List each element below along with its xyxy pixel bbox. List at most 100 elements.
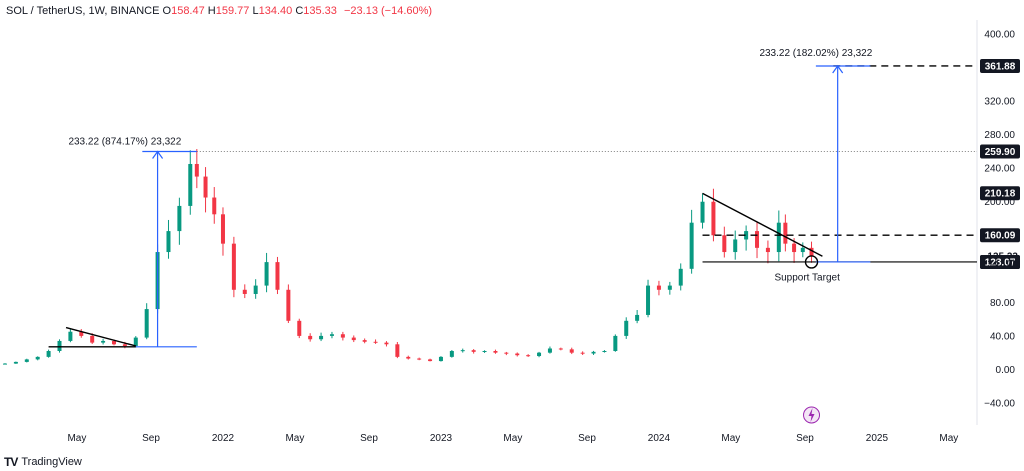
candle-body (765, 247, 770, 253)
x-tick-label: 2023 (430, 433, 453, 444)
candle-body (101, 340, 106, 343)
candle-body (580, 352, 585, 354)
candle-body (711, 201, 716, 236)
candle-body (166, 231, 171, 253)
candle-body (428, 359, 433, 362)
x-tick-label: 2022 (212, 433, 235, 444)
measure-arrowhead-2021 (152, 150, 164, 159)
x-tick-label: May (285, 433, 304, 444)
trendline-2021 (65, 326, 136, 347)
candle-body (373, 341, 378, 343)
candle-body (482, 351, 487, 353)
candle-body (792, 243, 797, 253)
y-tick-label: 240.00 (984, 164, 1015, 175)
x-tick-label: Sep (360, 433, 378, 444)
tradingview-brand: TradingView (21, 456, 82, 468)
y-tick-label: 80.00 (990, 298, 1015, 309)
trendline-2024 (702, 192, 823, 257)
candle-body (809, 247, 814, 257)
candle-body (646, 285, 651, 315)
candle-body (90, 335, 95, 343)
candle-body (362, 340, 367, 342)
price-label-bg (980, 144, 1020, 159)
price-label-text: 361.88 (985, 61, 1016, 72)
x-tick-label: 2024 (648, 433, 671, 444)
price-label-text: 128.07 (985, 258, 1016, 269)
candle-body (46, 351, 51, 357)
x-tick-label: May (721, 433, 740, 444)
price-label: 259.90 (980, 144, 1020, 159)
candle-body (591, 351, 596, 354)
candle-body (188, 163, 193, 206)
x-tick-label: Sep (142, 433, 160, 444)
y-tick-label: 200.00 (984, 197, 1015, 208)
candle-body (351, 337, 356, 341)
price-label-bg (980, 255, 1020, 270)
candle-body (406, 356, 411, 359)
candle-body (122, 344, 127, 346)
price-label-bg (980, 58, 1020, 73)
candle-body (203, 176, 208, 198)
candle-body (515, 353, 520, 356)
lightning-icon (803, 406, 821, 424)
candle-body (79, 331, 84, 336)
candle-body (242, 289, 247, 294)
candle-body (471, 350, 476, 352)
y-tick-label: 280.00 (984, 130, 1015, 141)
y-tick-label: 0.00 (996, 365, 1016, 376)
close-label: C (295, 5, 304, 17)
measure-arrowhead-2024 (832, 64, 844, 74)
candle-body (253, 285, 258, 294)
symbol-title: SOL / TetherUS, 1W, BINANCE (6, 5, 160, 17)
y-tick-label: 40.00 (990, 331, 1015, 342)
candle-body (744, 231, 749, 240)
candle-body (656, 285, 661, 290)
candle-body (689, 222, 694, 269)
x-tick-label: 2025 (866, 433, 889, 444)
candle-body (177, 205, 182, 232)
x-tick-label: Sep (578, 433, 596, 444)
candles-group (3, 149, 814, 365)
candle-body (547, 348, 552, 353)
candle-body (613, 335, 618, 352)
candle-body (3, 363, 7, 365)
annotation-label: 233.22 (182.02%) 23,322 (759, 48, 872, 59)
price-label-text: 259.90 (985, 147, 1016, 158)
open-label: O (162, 5, 172, 17)
price-label: 160.09 (980, 228, 1020, 243)
footer: TV TradingView (4, 455, 82, 469)
candle-body (783, 222, 788, 244)
candle-body (569, 349, 574, 353)
candle-body (449, 351, 454, 357)
candle-body (602, 351, 607, 353)
x-tick-label: Sep (796, 433, 814, 444)
lightning-bolt (808, 408, 815, 422)
y-tick-label: −40.00 (984, 399, 1015, 410)
candle-body (111, 340, 116, 345)
low-label: L (252, 5, 259, 17)
candle-body (297, 320, 302, 336)
price-label: 210.18 (980, 186, 1020, 201)
symbol-header: SOL / TetherUS, 1W, BINANCE O158.47 H159… (6, 5, 432, 17)
tradingview-logo-icon: TV (4, 455, 18, 469)
low-value: 134.40 (258, 5, 293, 17)
candle-body (68, 331, 73, 341)
candle-body (384, 342, 389, 345)
candle-body (275, 262, 280, 290)
candle-body (755, 231, 760, 248)
price-label: 128.07 (980, 255, 1020, 270)
annotation-label: 233.22 (874.17%) 23,322 (68, 137, 181, 148)
candle-body (212, 197, 217, 215)
open-value: 158.47 (171, 5, 205, 17)
x-tick-label: May (67, 433, 86, 444)
candle-body (13, 361, 18, 364)
candle-body (438, 356, 443, 362)
change-value: −23.13 (−14.60%) (343, 5, 433, 17)
candle-body (526, 355, 531, 357)
candle-body (35, 356, 40, 360)
candle-body (194, 163, 199, 177)
candle-body (231, 243, 236, 290)
candle-body (286, 289, 291, 321)
price-label: 361.88 (980, 58, 1020, 73)
